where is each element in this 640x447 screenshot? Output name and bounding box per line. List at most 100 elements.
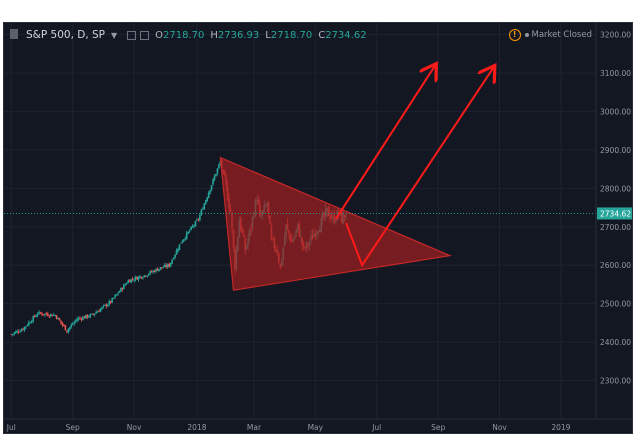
candle-body (60, 320, 62, 323)
price-tick-label: 2700.00 (600, 223, 631, 232)
candle-body (161, 267, 163, 268)
candle-body (185, 232, 188, 239)
time-tick-label: Sep (431, 423, 445, 432)
candle-body (101, 307, 103, 309)
candle-body (159, 267, 162, 270)
candle-body (38, 311, 40, 314)
candle-body (204, 200, 207, 205)
candle-body (171, 259, 173, 264)
candle-body (115, 294, 118, 296)
chart-panel[interactable]: 3200.00 3100.00 3000.00 2900.00 2800.00 2700.… (3, 22, 633, 434)
candle-body (155, 268, 157, 272)
candle-body (175, 250, 178, 255)
candle-body (150, 271, 153, 273)
price-chart[interactable]: 3200.00 3100.00 3000.00 2900.00 2800.00 2700.… (4, 23, 633, 434)
candle-body (33, 315, 36, 317)
candle-body (184, 238, 187, 240)
candle-body (162, 267, 165, 269)
candle-body (63, 324, 65, 326)
candle-body (136, 277, 138, 280)
candle-body (156, 268, 159, 271)
time-tick-label: 2019 (551, 423, 570, 432)
candle-body (133, 279, 135, 281)
open-key: O (155, 29, 164, 41)
settings-icon[interactable] (127, 30, 137, 40)
price-tick-label: 2300.00 (600, 377, 631, 386)
candle-body (80, 318, 83, 320)
candle-body (124, 284, 127, 286)
candle-body (207, 192, 210, 198)
forecast-arrow-1 (334, 65, 435, 220)
candle-body (213, 176, 216, 180)
candle-body (117, 293, 119, 295)
candle-body (166, 264, 169, 268)
candle-body (23, 326, 26, 331)
candle-body (99, 308, 102, 312)
candle-body (130, 279, 132, 283)
candle-body (61, 322, 64, 325)
candle-body (165, 265, 168, 267)
high-key: H (210, 29, 218, 41)
candle-body (194, 221, 197, 227)
candle-body (67, 329, 70, 332)
symbol-label[interactable]: S&P 500, D, SP (26, 29, 105, 41)
candle-body (47, 313, 49, 316)
high-value: 2736.93 (217, 29, 260, 41)
forecast-arrow-2 (345, 67, 494, 268)
candle-body (22, 328, 24, 330)
candle-body (125, 283, 128, 285)
candle-body (13, 332, 16, 335)
candle-body (197, 219, 200, 221)
time-axis (4, 419, 632, 433)
candle-body (143, 275, 146, 277)
candle-body (120, 287, 122, 292)
candle-body (87, 316, 90, 318)
candle-body (112, 297, 115, 299)
last-price-tag (597, 207, 632, 220)
candle-body (181, 241, 184, 243)
candle-body (127, 280, 130, 284)
price-tick-label: 2400.00 (600, 338, 631, 347)
candle-body (82, 316, 84, 321)
candle-body (10, 334, 13, 336)
legend-header: S&P 500, D, SP ▼ O 2718.70 H 2736.93 L 2718… (12, 28, 367, 42)
candle-body (71, 324, 74, 325)
chevron-down-icon[interactable]: ▼ (111, 30, 118, 40)
last-price-label: 2734.62 (600, 209, 631, 218)
candle-body (216, 168, 219, 174)
candle-body (85, 314, 87, 319)
candle-body (149, 271, 151, 274)
candle-body (86, 314, 89, 318)
candle-body (42, 314, 45, 315)
time-tick-label: 2018 (187, 423, 206, 432)
candle-body (188, 230, 191, 232)
market-status[interactable]: ! Market Closed (508, 29, 592, 41)
candle-body (177, 249, 179, 252)
candle-body (79, 318, 81, 319)
candle-body (128, 280, 131, 283)
price-tick-label: 2600.00 (600, 261, 631, 270)
candle-body (109, 301, 112, 303)
candle-body (74, 320, 77, 322)
candle-body (206, 197, 208, 201)
candle-body (32, 316, 35, 322)
candle-body (191, 226, 194, 228)
candle-body (48, 316, 51, 318)
time-tick-label: Jul (6, 423, 16, 432)
candle-body (146, 275, 149, 277)
candle-body (144, 275, 147, 277)
warning-icon: ! (508, 29, 521, 41)
candle-body (158, 268, 160, 271)
candle-body (30, 321, 33, 323)
candle-body (140, 276, 143, 279)
candle-body (147, 274, 150, 276)
candle-body (89, 314, 92, 318)
time-tick-label: Nov (127, 423, 142, 432)
candle-body (190, 226, 192, 230)
candle-body (17, 331, 20, 333)
hide-icon[interactable] (140, 30, 150, 40)
candle-body (209, 189, 211, 194)
time-tick-label: Sep (66, 423, 80, 432)
candle-body (35, 315, 37, 317)
candle-body (169, 262, 172, 267)
